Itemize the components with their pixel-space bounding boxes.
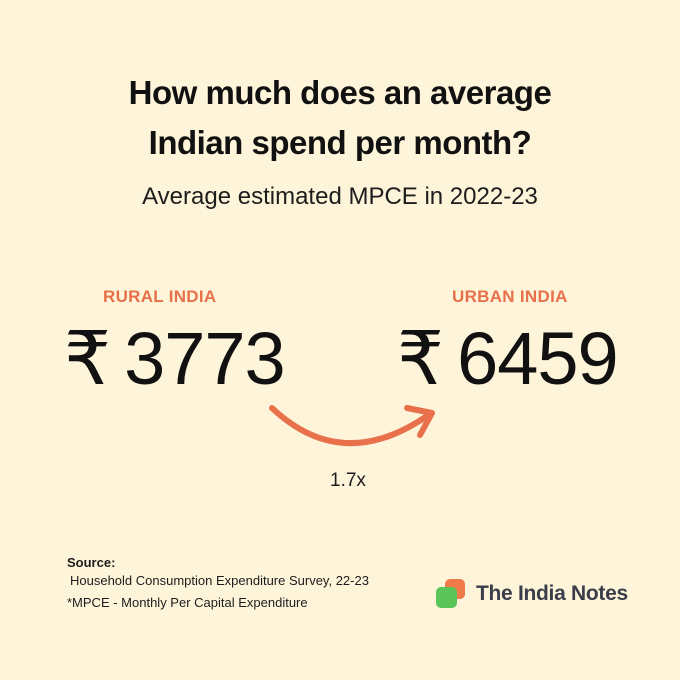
rupee-symbol: ₹ (397, 317, 444, 400)
source-block: Source: Household Consumption Expenditur… (67, 555, 369, 610)
title-line-1: How much does an average (128, 74, 552, 111)
rural-amount: ₹3773 (64, 322, 286, 396)
source-heading: Source: (67, 555, 116, 570)
curved-arrow-icon (269, 405, 435, 446)
rural-label: RURAL INDIA (103, 287, 217, 306)
source-note: *MPCE - Monthly Per Capital Expenditure (67, 595, 308, 610)
multiplier-label: 1.7x (330, 470, 366, 491)
urban-value: 6459 (457, 317, 619, 400)
subtitle: Average estimated MPCE in 2022-23 (142, 183, 538, 210)
title-line-2: Indian spend per month? (148, 123, 532, 161)
brand-name: The India Notes (476, 582, 628, 605)
stacked-squares-logo-icon (436, 579, 465, 608)
urban-label: URBAN INDIA (452, 287, 568, 306)
urban-amount: ₹6459 (397, 322, 619, 396)
source-text: Household Consumption Expenditure Survey… (70, 573, 369, 588)
rupee-symbol: ₹ (64, 317, 111, 400)
page-title: How much does an average Indian spend pe… (0, 68, 680, 167)
brand: The India Notes (436, 579, 628, 609)
rural-value: 3773 (124, 317, 286, 400)
